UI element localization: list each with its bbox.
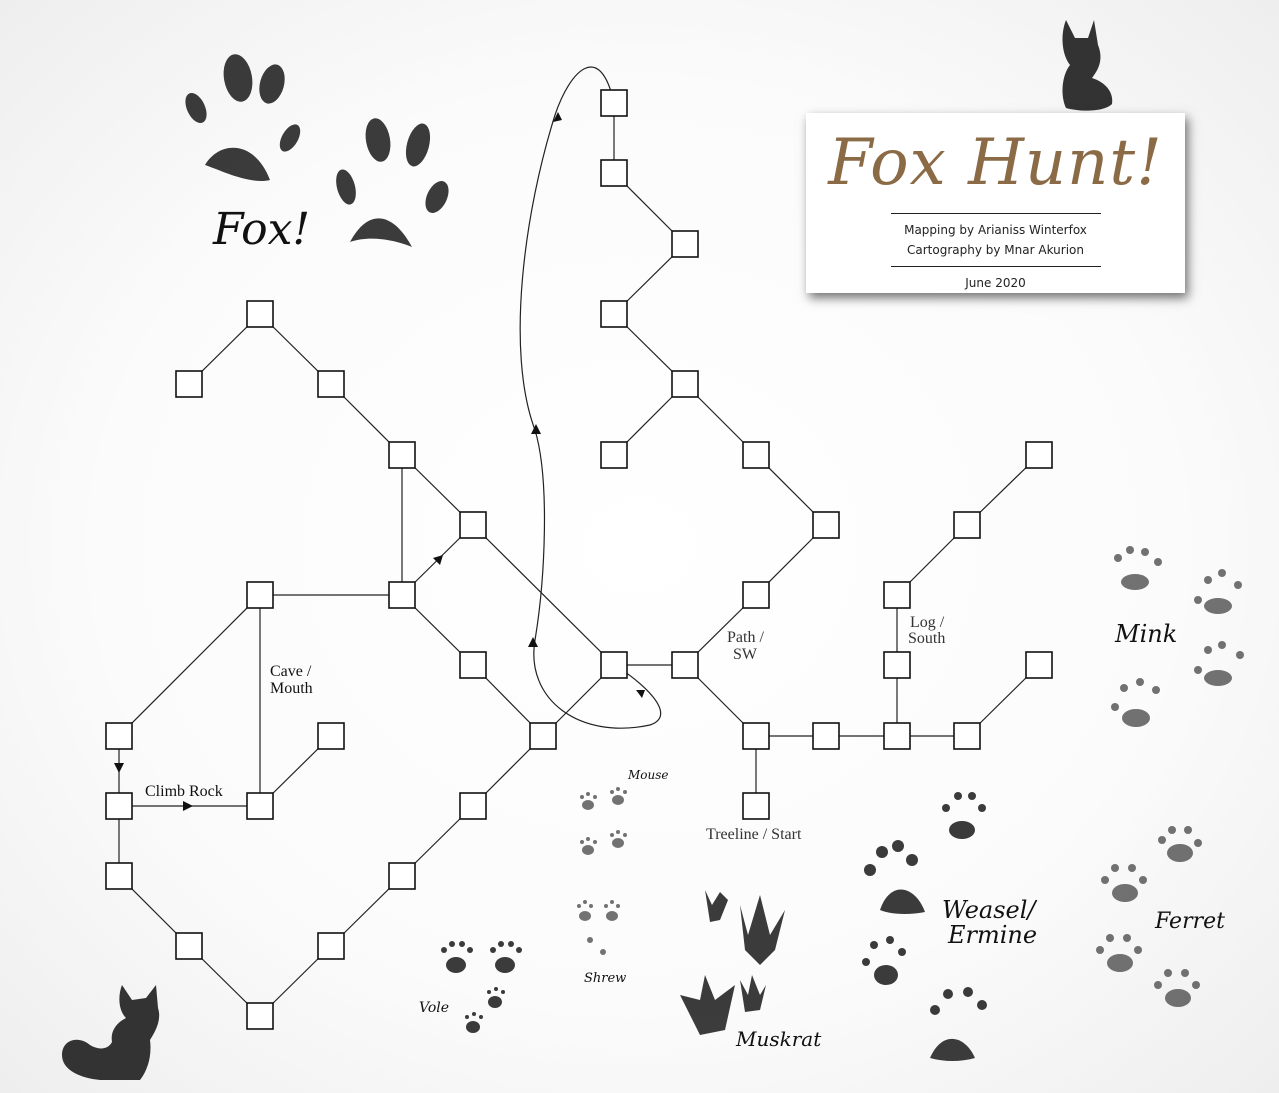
legend-weasel-label: Ermine — [947, 921, 1037, 949]
legend-ferret-label: Ferret — [1154, 909, 1225, 934]
room — [742, 792, 770, 820]
room — [459, 511, 487, 539]
room — [105, 722, 133, 750]
map-date: June 2020 — [965, 276, 1026, 290]
shrew-paw-print-icon — [577, 900, 620, 955]
room — [742, 722, 770, 750]
room — [600, 441, 628, 469]
room — [600, 651, 628, 679]
legend-fox-label: Fox! — [212, 204, 310, 255]
mink-paw-print-icon — [1111, 546, 1244, 727]
room — [671, 370, 699, 398]
room — [459, 792, 487, 820]
room — [883, 722, 911, 750]
credit-cartography: Cartography by Mnar Akurion — [907, 243, 1084, 257]
legend-mink-label: Mink — [1114, 620, 1177, 648]
room — [246, 1002, 274, 1030]
fox-silhouette-icon — [62, 985, 160, 1080]
rooms — [105, 89, 1053, 1030]
map-title: Fox Hunt! — [828, 126, 1163, 200]
room — [105, 792, 133, 820]
room — [529, 722, 557, 750]
room — [246, 581, 274, 609]
label-log-south: Log / — [910, 614, 945, 631]
arrow-icon — [531, 424, 541, 434]
room — [742, 581, 770, 609]
room — [1025, 441, 1053, 469]
divider — [890, 266, 1101, 267]
room — [175, 370, 203, 398]
map-labels: Cave / Mouth Climb Rock Path / SW Log / … — [145, 614, 945, 843]
room — [388, 581, 416, 609]
divider — [890, 213, 1101, 214]
room — [671, 230, 699, 258]
room — [317, 932, 345, 960]
room — [883, 581, 911, 609]
credit-mapping: Mapping by Arianiss Winterfox — [904, 223, 1087, 237]
label-path-sw: SW — [733, 646, 758, 663]
legend-weasel-label: Weasel/ — [942, 896, 1038, 924]
room — [953, 511, 981, 539]
arrow-icon — [433, 555, 443, 565]
fox-paw-print-icon — [185, 54, 449, 247]
label-path-sw: Path / — [727, 629, 764, 646]
legend-vole-label: Vole — [419, 1000, 449, 1016]
arrow-icon — [183, 801, 193, 811]
label-cave-mouth: Mouth — [270, 680, 313, 697]
room — [953, 722, 981, 750]
legend-shrew-label: Shrew — [584, 971, 626, 986]
arrow-icon — [636, 690, 645, 698]
room — [246, 300, 274, 328]
arrow-icon — [528, 637, 538, 647]
room — [105, 862, 133, 890]
room — [1025, 651, 1053, 679]
room — [812, 722, 840, 750]
room — [388, 862, 416, 890]
room — [246, 792, 274, 820]
label-cave-mouth: Cave / — [270, 663, 312, 680]
room — [317, 722, 345, 750]
room — [742, 441, 770, 469]
room — [388, 441, 416, 469]
label-treeline-start: Treeline / Start — [706, 826, 802, 843]
label-climb-rock: Climb Rock — [145, 783, 223, 800]
mouse-paw-print-icon — [580, 787, 627, 855]
room — [600, 300, 628, 328]
ferret-paw-print-icon — [1096, 826, 1202, 1007]
room — [671, 651, 699, 679]
weasel-paw-print-icon — [862, 792, 987, 1061]
title-card: Fox Hunt! Mapping by Arianiss Winterfox … — [806, 113, 1185, 293]
legend-muskrat-label: Muskrat — [735, 1027, 822, 1051]
muskrat-paw-print-icon — [680, 890, 785, 1035]
room — [883, 651, 911, 679]
label-log-south: South — [908, 630, 945, 647]
room — [175, 932, 203, 960]
direction-arrows — [114, 112, 645, 811]
room — [317, 370, 345, 398]
arrow-icon — [114, 763, 124, 773]
room — [600, 159, 628, 187]
legend-mouse-label: Mouse — [627, 768, 669, 782]
room — [459, 651, 487, 679]
vole-paw-print-icon — [441, 941, 522, 1033]
arrow-icon — [553, 112, 562, 122]
fox-silhouette-icon — [1062, 20, 1113, 111]
room — [600, 89, 628, 117]
room — [812, 511, 840, 539]
